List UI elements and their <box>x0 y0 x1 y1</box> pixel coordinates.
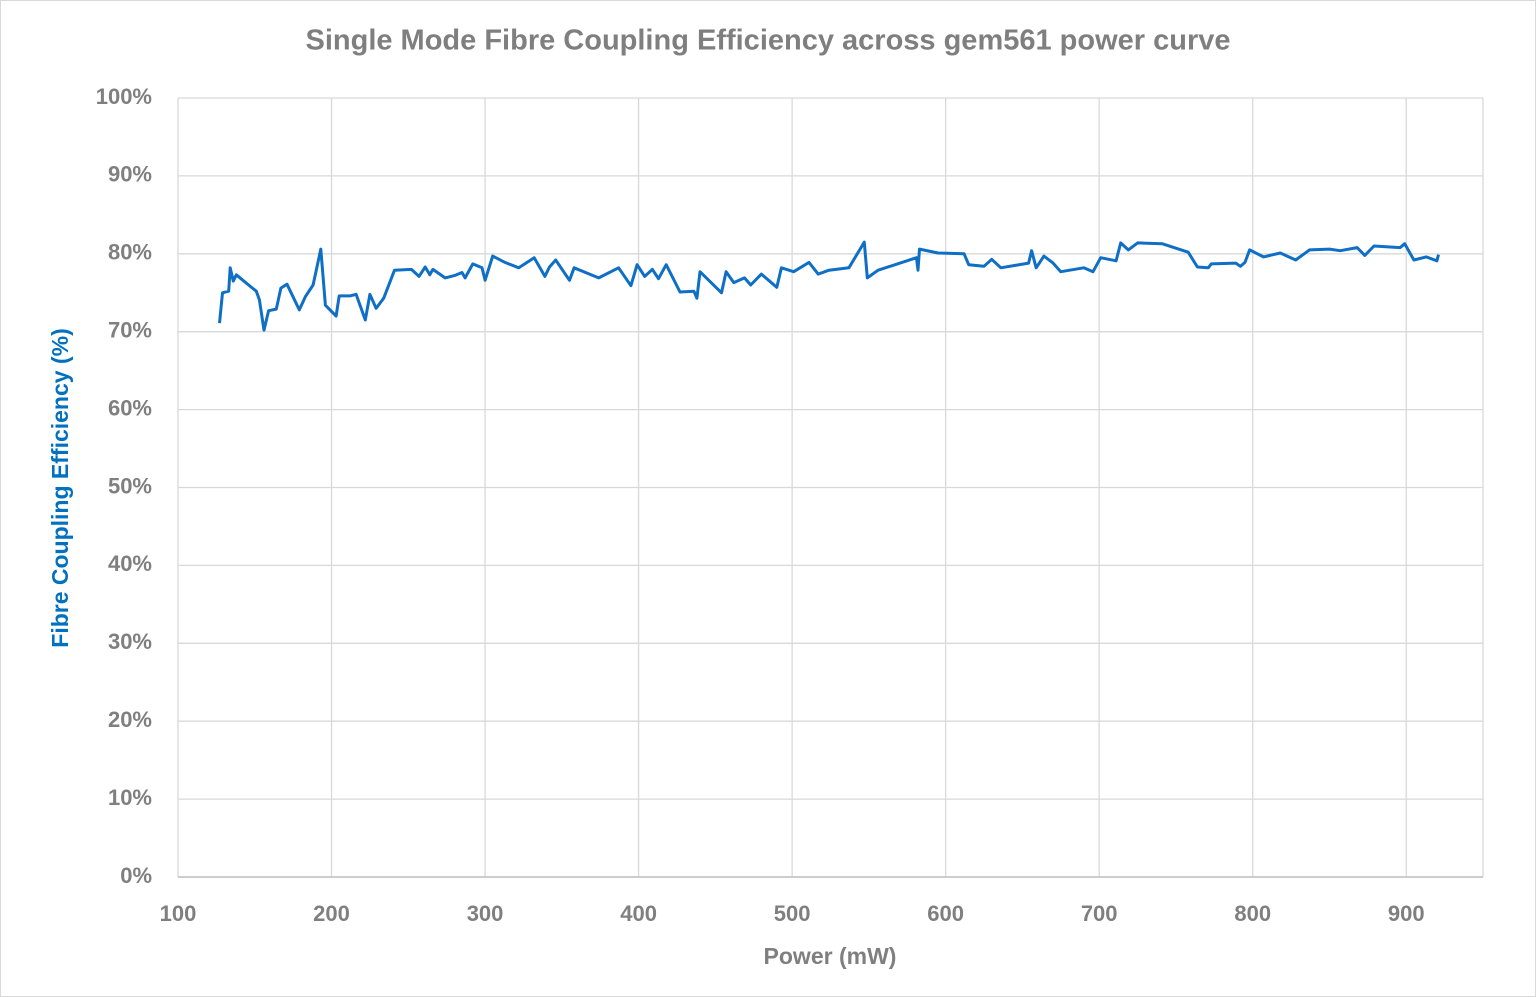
x-tick-label: 100 <box>160 901 197 926</box>
y-axis-title: Fibre Coupling Efficiency (%) <box>47 328 73 647</box>
y-tick-label: 30% <box>108 629 152 654</box>
x-tick-label: 600 <box>927 901 964 926</box>
x-tick-label: 700 <box>1081 901 1118 926</box>
y-tick-label: 60% <box>108 395 152 420</box>
x-tick-label: 400 <box>620 901 657 926</box>
chart-title: Single Mode Fibre Coupling Efficiency ac… <box>305 25 1230 57</box>
x-tick-label: 200 <box>313 901 350 926</box>
y-tick-label: 100% <box>96 84 152 109</box>
y-tick-label: 50% <box>108 473 152 498</box>
x-tick-label: 500 <box>774 901 811 926</box>
x-axis-title: Power (mW) <box>764 943 897 969</box>
x-tick-label: 900 <box>1388 901 1425 926</box>
y-tick-label: 40% <box>108 551 152 576</box>
y-tick-label: 70% <box>108 318 152 343</box>
y-tick-label: 10% <box>108 785 152 810</box>
y-tick-label: 90% <box>108 162 152 187</box>
data-line <box>218 240 1440 332</box>
x-tick-label: 800 <box>1234 901 1271 926</box>
y-tick-label: 0% <box>120 863 152 888</box>
y-tick-label: 20% <box>108 707 152 732</box>
y-tick-label: 80% <box>108 240 152 265</box>
x-tick-label: 300 <box>467 901 504 926</box>
